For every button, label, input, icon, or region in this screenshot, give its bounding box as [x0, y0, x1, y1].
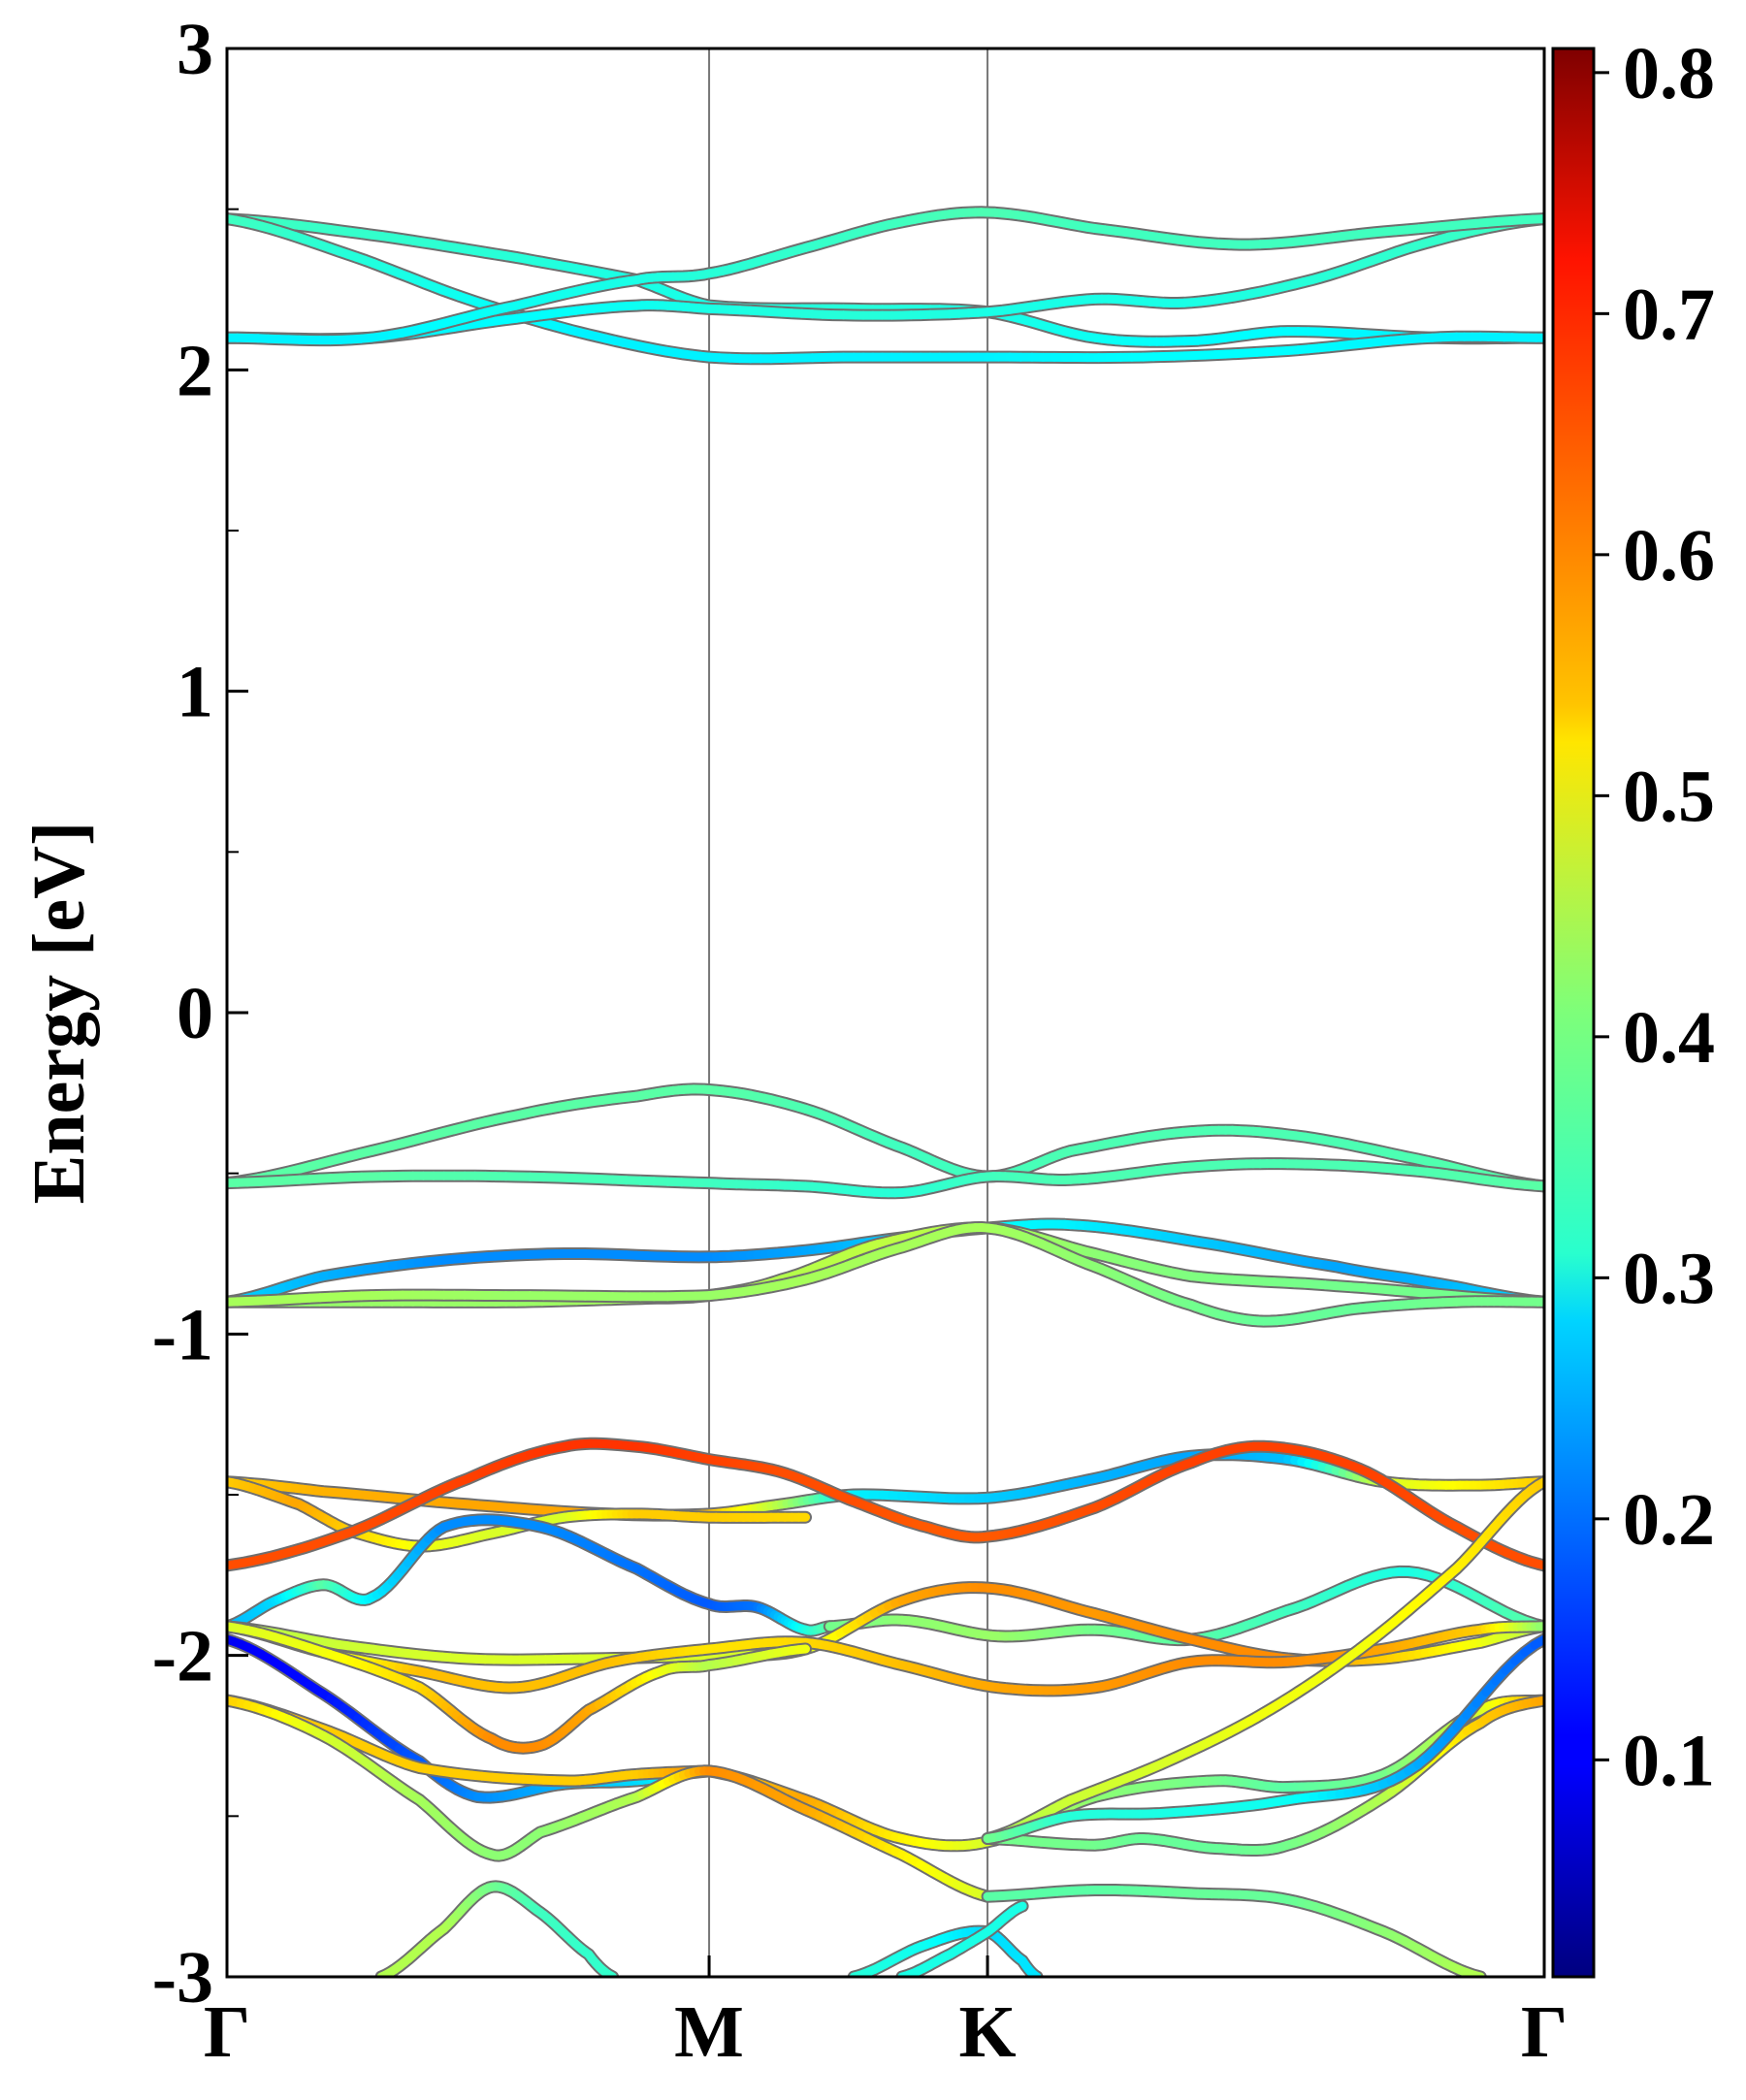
- band-outline: [987, 1890, 1480, 1978]
- y-tick-label: -2: [152, 1616, 213, 1697]
- x-tick-label-K: K: [958, 1991, 1016, 2073]
- band-segment: [798, 1649, 805, 1650]
- y-tick-label: 0: [177, 973, 213, 1054]
- band-20: [227, 1700, 709, 1781]
- band-25: [987, 1890, 1480, 1978]
- band-outline: [227, 1520, 829, 1631]
- x-tick-label-M: M: [674, 1991, 744, 2073]
- band-segment: [1533, 219, 1544, 220]
- colorbar-tick-label: 0.6: [1623, 515, 1715, 597]
- x-tick-label-Γ: Γ: [204, 1991, 250, 2073]
- band-13: [227, 1520, 829, 1631]
- band-outline: [227, 1700, 709, 1781]
- colorbar-gradient: [1553, 48, 1594, 1977]
- kpoint-divider-lines: [709, 48, 987, 1977]
- colorbar-tick-label: 0.5: [1623, 756, 1715, 837]
- colorbar-tick-label: 0.8: [1623, 33, 1715, 114]
- y-tick-label: 2: [177, 330, 213, 411]
- colorbar-tick-label: 0.2: [1623, 1479, 1715, 1561]
- colorbar-tick-label: 0.4: [1623, 997, 1715, 1079]
- band-6: [227, 1164, 1544, 1193]
- colorbar-tick-label: 0.1: [1623, 1720, 1715, 1801]
- band-26: [381, 1887, 612, 1977]
- y-tick-label: -1: [152, 1294, 213, 1375]
- colorbar-ticks: 0.1 0.2 0.3 0.4 0.5 0.6 0.7 0.8: [1594, 33, 1715, 1802]
- x-tick-label-Γ: Γ: [1521, 1991, 1568, 2073]
- colorbar-tick-label: 0.3: [1623, 1238, 1715, 1319]
- band-segment: [1020, 1906, 1023, 1907]
- colorbar-tick-label: 0.7: [1623, 274, 1715, 355]
- band-curves: [227, 212, 1544, 1977]
- y-tick-label: 1: [177, 652, 213, 733]
- y-tick-label: 3: [177, 9, 213, 90]
- colorbar: [1553, 48, 1594, 1977]
- y-axis-label: Energy [eV]: [18, 822, 100, 1205]
- band-outline: [381, 1887, 612, 1977]
